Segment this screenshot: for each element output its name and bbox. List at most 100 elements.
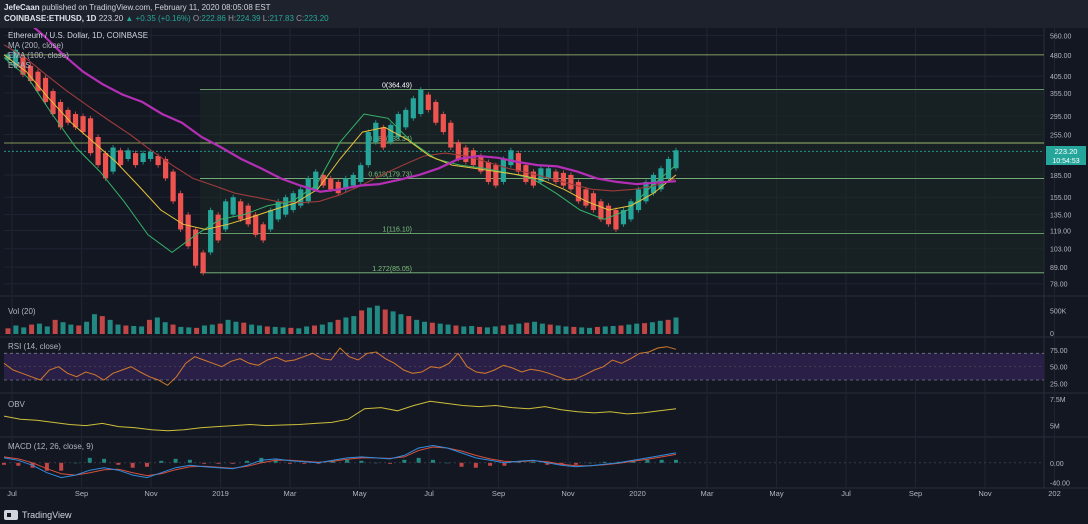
candle-body[interactable] bbox=[12, 49, 19, 66]
volume-bar[interactable] bbox=[492, 326, 498, 334]
macd-histogram-bar[interactable] bbox=[202, 462, 207, 464]
candle-body[interactable] bbox=[493, 165, 499, 186]
ema-fast-line[interactable] bbox=[3, 54, 677, 231]
macd-histogram-bar[interactable] bbox=[573, 462, 578, 465]
candle-body[interactable] bbox=[238, 201, 244, 220]
volume-bar[interactable] bbox=[84, 321, 90, 334]
volume-bar[interactable] bbox=[44, 326, 50, 334]
volume-bar[interactable] bbox=[555, 325, 561, 334]
macd-histogram-bar[interactable] bbox=[2, 462, 6, 465]
volume-bar[interactable] bbox=[532, 321, 538, 334]
candle-body[interactable] bbox=[545, 168, 552, 179]
candle-body[interactable] bbox=[343, 178, 349, 190]
macd-histogram-bar[interactable] bbox=[87, 457, 92, 463]
volume-bar[interactable] bbox=[319, 324, 325, 334]
volume-bar[interactable] bbox=[367, 307, 373, 334]
legend-ma200[interactable]: MA (200, close) bbox=[8, 41, 64, 50]
candle-body[interactable] bbox=[658, 168, 664, 190]
volume-bar[interactable] bbox=[665, 319, 671, 334]
candle-body[interactable] bbox=[80, 116, 86, 133]
volume-bar[interactable] bbox=[469, 325, 475, 334]
volume-bar[interactable] bbox=[642, 323, 648, 334]
macd-histogram-bar[interactable] bbox=[216, 462, 221, 464]
volume-bar[interactable] bbox=[657, 320, 663, 334]
volume-bar[interactable] bbox=[335, 319, 341, 334]
volume-bar[interactable] bbox=[359, 310, 365, 334]
candle-body[interactable] bbox=[628, 201, 634, 220]
candle-body[interactable] bbox=[335, 181, 341, 194]
rsi-line[interactable] bbox=[3, 346, 677, 386]
volume-bar[interactable] bbox=[587, 327, 593, 334]
volume-bar[interactable] bbox=[217, 323, 223, 334]
volume-bar[interactable] bbox=[524, 322, 530, 334]
macd-histogram-bar[interactable] bbox=[559, 462, 564, 465]
macd-histogram-bar[interactable] bbox=[116, 462, 121, 465]
candle-body[interactable] bbox=[403, 109, 409, 128]
candle-body[interactable] bbox=[72, 114, 79, 128]
candle-body[interactable] bbox=[425, 94, 431, 110]
macd-histogram-bar[interactable] bbox=[488, 462, 493, 466]
candle-body[interactable] bbox=[598, 201, 604, 220]
volume-pane[interactable] bbox=[5, 305, 679, 335]
candle-body[interactable] bbox=[673, 150, 679, 169]
candle-body[interactable] bbox=[20, 57, 26, 75]
volume-bar[interactable] bbox=[563, 326, 569, 334]
volume-bar[interactable] bbox=[170, 324, 176, 334]
macd-title[interactable]: MACD (12, 26, close, 9) bbox=[8, 442, 94, 451]
macd-histogram-bar[interactable] bbox=[430, 459, 435, 463]
candle-body[interactable] bbox=[208, 210, 214, 253]
candle-body[interactable] bbox=[620, 210, 627, 225]
candle-body[interactable] bbox=[35, 71, 41, 92]
candle-body[interactable] bbox=[560, 172, 567, 186]
macd-histogram-bar[interactable] bbox=[130, 462, 135, 468]
volume-bar[interactable] bbox=[437, 323, 443, 334]
candle-body[interactable] bbox=[215, 214, 221, 241]
macd-histogram-bar[interactable] bbox=[545, 462, 550, 465]
candle-body[interactable] bbox=[140, 153, 146, 163]
macd-histogram-bar[interactable] bbox=[459, 462, 464, 467]
macd-histogram-bar[interactable] bbox=[330, 460, 335, 463]
candle-body[interactable] bbox=[500, 158, 506, 182]
volume-bar[interactable] bbox=[13, 325, 19, 334]
volume-title[interactable]: Vol (20) bbox=[8, 307, 36, 316]
macd-histogram-bar[interactable] bbox=[359, 460, 364, 463]
volume-bar[interactable] bbox=[52, 319, 58, 334]
price-pane[interactable]: 0(364.49)0.382(238.34)0.618(179.73)1(116… bbox=[3, 28, 1044, 276]
macd-histogram-bar[interactable] bbox=[473, 462, 478, 468]
candle-body[interactable] bbox=[87, 118, 94, 154]
volume-bar[interactable] bbox=[579, 327, 585, 334]
candle-body[interactable] bbox=[613, 210, 619, 230]
candle-body[interactable] bbox=[328, 178, 334, 190]
volume-bar[interactable] bbox=[131, 325, 137, 334]
candle-body[interactable] bbox=[590, 193, 597, 211]
volume-bar[interactable] bbox=[311, 325, 317, 334]
macd-histogram-bar[interactable] bbox=[144, 462, 149, 467]
candle-body[interactable] bbox=[178, 193, 184, 230]
candle-body[interactable] bbox=[57, 102, 64, 128]
volume-bar[interactable] bbox=[673, 317, 679, 335]
publisher-name[interactable]: JefeCaan bbox=[4, 3, 40, 12]
volume-bar[interactable] bbox=[91, 314, 97, 334]
candle-body[interactable] bbox=[320, 174, 326, 186]
macd-pane[interactable] bbox=[2, 444, 1044, 479]
macd-histogram-bar[interactable] bbox=[173, 458, 178, 463]
volume-bar[interactable] bbox=[123, 325, 129, 334]
volume-bar[interactable] bbox=[225, 319, 231, 334]
volume-bar[interactable] bbox=[484, 327, 490, 334]
volume-bar[interactable] bbox=[382, 309, 388, 334]
candle-body[interactable] bbox=[65, 109, 71, 123]
macd-histogram-bar[interactable] bbox=[631, 460, 636, 463]
volume-bar[interactable] bbox=[36, 323, 42, 334]
macd-histogram-bar[interactable] bbox=[531, 461, 536, 463]
volume-bar[interactable] bbox=[241, 322, 247, 334]
volume-bar[interactable] bbox=[602, 326, 608, 334]
legend-ema100[interactable]: EMA (100, close) bbox=[8, 51, 69, 60]
volume-bar[interactable] bbox=[68, 324, 74, 334]
volume-bar[interactable] bbox=[571, 326, 577, 334]
volume-bar[interactable] bbox=[280, 327, 286, 334]
candle-body[interactable] bbox=[132, 153, 139, 166]
volume-bar[interactable] bbox=[186, 327, 192, 334]
macd-histogram-bar[interactable] bbox=[245, 460, 250, 463]
macd-histogram-bar[interactable] bbox=[287, 462, 292, 464]
candle-body[interactable] bbox=[433, 102, 439, 123]
